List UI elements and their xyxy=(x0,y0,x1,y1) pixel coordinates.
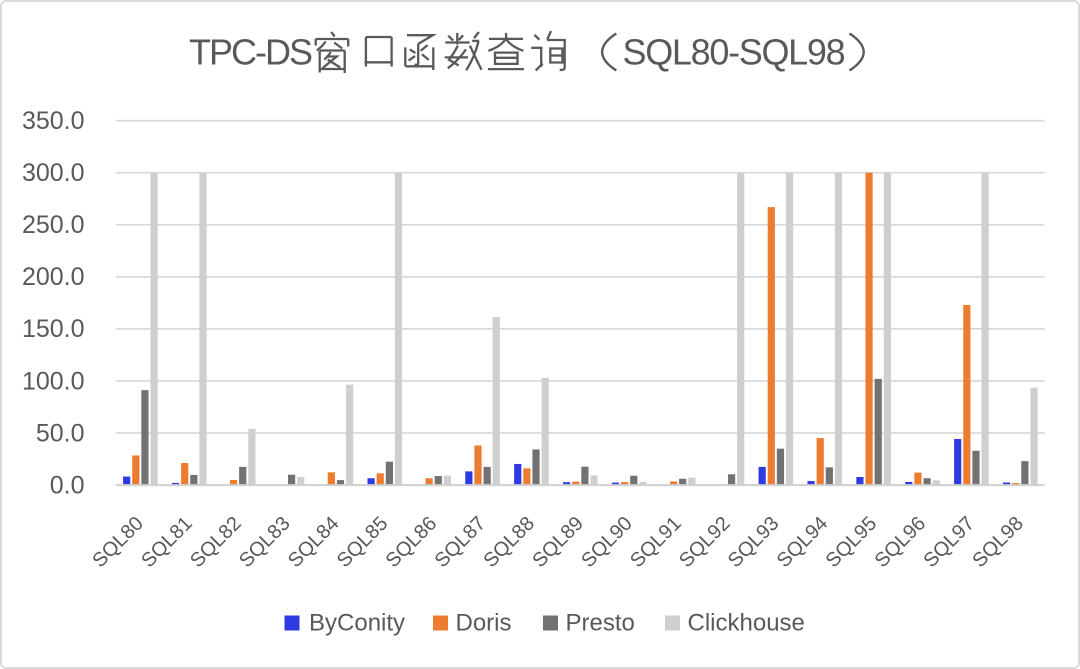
svg-text:150.0: 150.0 xyxy=(22,315,85,343)
svg-text:250.0: 250.0 xyxy=(22,211,85,239)
svg-text:0.0: 0.0 xyxy=(50,471,85,499)
svg-text:SQL80-SQL98: SQL80-SQL98 xyxy=(623,32,845,73)
svg-text:100.0: 100.0 xyxy=(22,367,85,395)
svg-text:TPC-DS: TPC-DS xyxy=(189,32,312,73)
svg-text:Doris: Doris xyxy=(456,610,512,637)
svg-text:Clickhouse: Clickhouse xyxy=(688,610,805,637)
svg-text:350.0: 350.0 xyxy=(22,107,85,135)
svg-text:ByConity: ByConity xyxy=(309,610,405,637)
svg-text:Presto: Presto xyxy=(566,610,635,637)
svg-text:300.0: 300.0 xyxy=(22,159,85,187)
svg-text:50.0: 50.0 xyxy=(36,419,85,447)
svg-text:200.0: 200.0 xyxy=(22,263,85,291)
